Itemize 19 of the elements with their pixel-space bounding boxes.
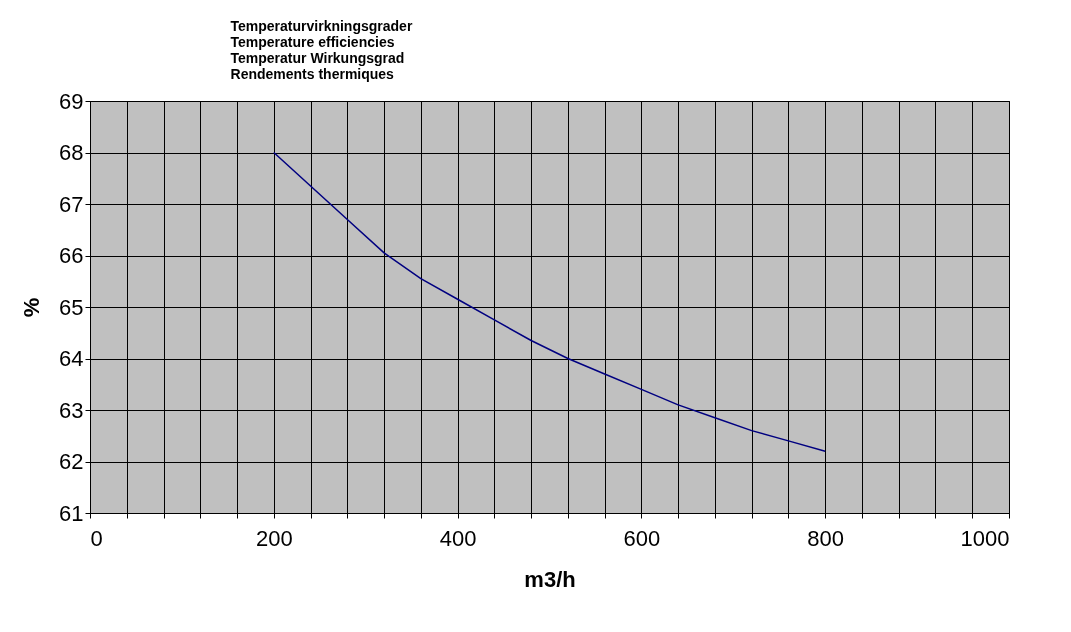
x-tick-label: 0 — [90, 525, 103, 551]
x-tick-label: 1000 — [960, 525, 1010, 551]
x-tick-label: 200 — [255, 525, 293, 551]
y-tick-label: 67 — [59, 191, 84, 217]
y-tick-label: 65 — [59, 294, 84, 320]
y-axis-title: % — [19, 297, 45, 318]
y-tick-label: 64 — [59, 346, 84, 371]
x-tick-label: 800 — [807, 525, 845, 551]
x-axis-title: m3/h — [524, 566, 576, 592]
y-tick-label: 62 — [59, 449, 84, 474]
y-tick-label: 66 — [59, 243, 84, 268]
y-tick-label: 63 — [59, 397, 84, 423]
x-tick-label: 600 — [623, 525, 661, 551]
y-tick-label: 68 — [59, 140, 84, 165]
y-tick-label: 61 — [59, 500, 84, 526]
line-series — [273, 151, 826, 452]
y-tick-label: 69 — [59, 88, 84, 114]
x-tick-label: 400 — [439, 525, 477, 551]
chart-title: Temperaturvirkningsgrader Temperature efficiencies Temperatur Wirkungsgrad Rendements thermiques — [230, 18, 413, 82]
